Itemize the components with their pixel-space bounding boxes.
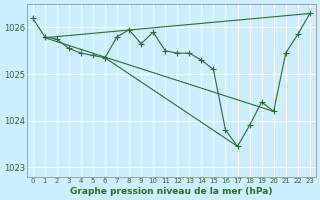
X-axis label: Graphe pression niveau de la mer (hPa): Graphe pression niveau de la mer (hPa) <box>70 187 273 196</box>
